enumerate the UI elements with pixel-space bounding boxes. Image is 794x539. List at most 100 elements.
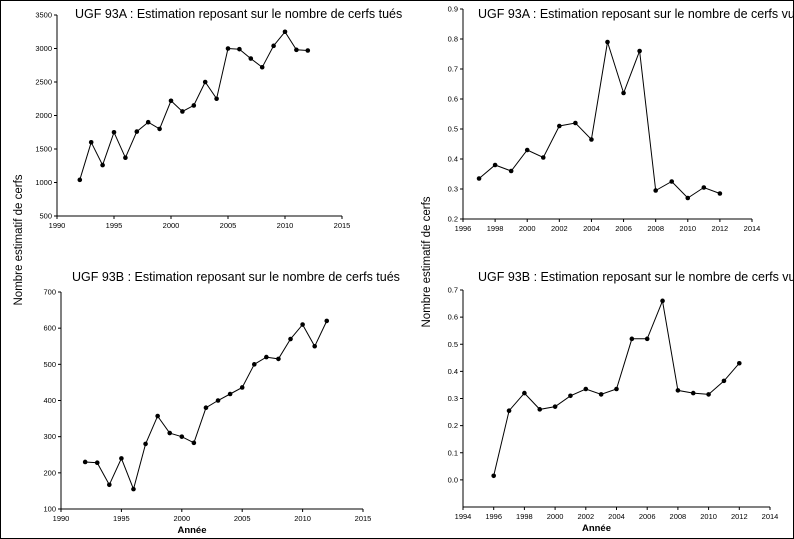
shared-y-axis-label-left: Nombre estimatif de cerfs [13,174,25,305]
data-point [237,46,242,52]
x-tick-label: 1998 [487,224,504,233]
chart-title: UGF 93A : Estimation reposant sur le nom… [478,7,794,21]
y-tick-label: 500 [39,212,52,221]
x-tick-label: 2010 [277,221,294,230]
data-point [294,47,299,53]
x-tick-label: 1994 [455,512,472,521]
x-tick-label: 1990 [49,221,66,230]
data-point [88,140,94,145]
data-point [540,155,546,160]
x-tick-label: 2008 [670,512,687,521]
data-point [82,459,88,465]
chart-title: UGF 93B : Estimation reposant sur le nom… [478,270,794,284]
chart-panel-ugf93b-seen: UGF 93B : Estimation reposant sur le nom… [448,270,794,534]
data-point [155,413,160,419]
x-tick-label: 1996 [485,512,502,521]
x-tick-label: 1995 [113,514,130,523]
data-point [644,336,650,342]
data-point [94,460,100,466]
x-tick-label: 1995 [106,221,123,230]
data-point [134,129,140,134]
data-point [239,385,245,390]
x-tick-label: 2010 [700,512,717,521]
data-point [203,405,209,411]
data-point [271,43,276,49]
x-tick-label: 2010 [679,224,696,233]
data-point [259,64,265,70]
y-tick-label: 400 [43,396,56,405]
data-point [300,322,305,327]
data-point [706,392,711,397]
y-tick-label: 0.5 [448,125,458,134]
data-point [324,318,330,324]
data-point [248,56,254,61]
x-axis-label: Année [582,523,611,534]
x-tick-label: 2000 [519,224,536,233]
data-point [167,430,173,436]
series-line [85,320,328,491]
data-point [476,176,482,181]
x-tick-label: 2005 [234,514,251,523]
chart-panel-ugf93b-killed: UGF 93B : Estimation reposant sur le nom… [43,270,399,536]
data-point [522,390,527,396]
data-point [227,391,233,397]
y-tick-label: 200 [43,468,56,477]
y-tick-label: 1500 [35,145,52,154]
data-point [143,441,148,447]
data-point [100,162,105,168]
data-point [276,356,281,362]
data-point [119,456,124,461]
x-tick-label: 1990 [53,514,70,523]
data-point [506,408,512,414]
chart-panel-ugf93a-killed: UGF 93A : Estimation reposant sur le nom… [35,7,402,230]
data-point [305,48,311,53]
x-tick-label: 1998 [516,512,533,521]
data-point [557,123,562,129]
data-point [621,90,626,96]
data-point [660,298,665,304]
data-point [629,336,635,342]
data-point [669,179,675,184]
data-point [675,388,681,393]
data-point [168,98,174,104]
y-tick-label: 0.6 [448,95,458,104]
data-point [492,162,498,168]
data-point [491,473,497,479]
data-point [214,96,219,102]
data-point [524,147,530,153]
y-tick-label: 2000 [35,111,52,120]
data-point [701,185,707,190]
y-tick-label: 0.5 [448,340,458,349]
data-point [111,129,117,135]
y-tick-label: 700 [43,288,56,297]
y-tick-label: 500 [43,360,56,369]
y-tick-label: 0.7 [448,286,458,295]
chart-title: UGF 93A : Estimation reposant sur le nom… [75,7,402,21]
x-tick-label: 2015 [355,514,372,523]
data-point [721,378,727,384]
data-point [573,120,578,126]
data-point [552,404,558,409]
x-tick-label: 2006 [615,224,632,233]
x-tick-label: 2012 [712,224,729,233]
x-tick-label: 2005 [220,221,237,230]
x-axis-label: Année [177,525,206,536]
y-tick-label: 300 [43,432,56,441]
data-point [157,126,162,132]
x-tick-label: 2014 [762,512,779,521]
data-point [191,440,197,446]
x-tick-label: 2004 [608,512,625,521]
chart-panel-ugf93a-seen: UGF 93A : Estimation reposant sur le nom… [448,5,794,234]
data-point [508,168,514,174]
series-line [478,41,721,199]
x-tick-label: 2006 [639,512,656,521]
x-tick-label: 2012 [731,512,748,521]
y-tick-label: 3000 [35,44,52,53]
data-point [264,354,269,360]
data-point [202,79,208,85]
data-point [690,390,696,396]
y-tick-label: 0.1 [448,448,458,457]
y-tick-label: 0.9 [448,5,458,14]
y-tick-label: 0.3 [448,394,458,403]
data-point [685,195,691,201]
